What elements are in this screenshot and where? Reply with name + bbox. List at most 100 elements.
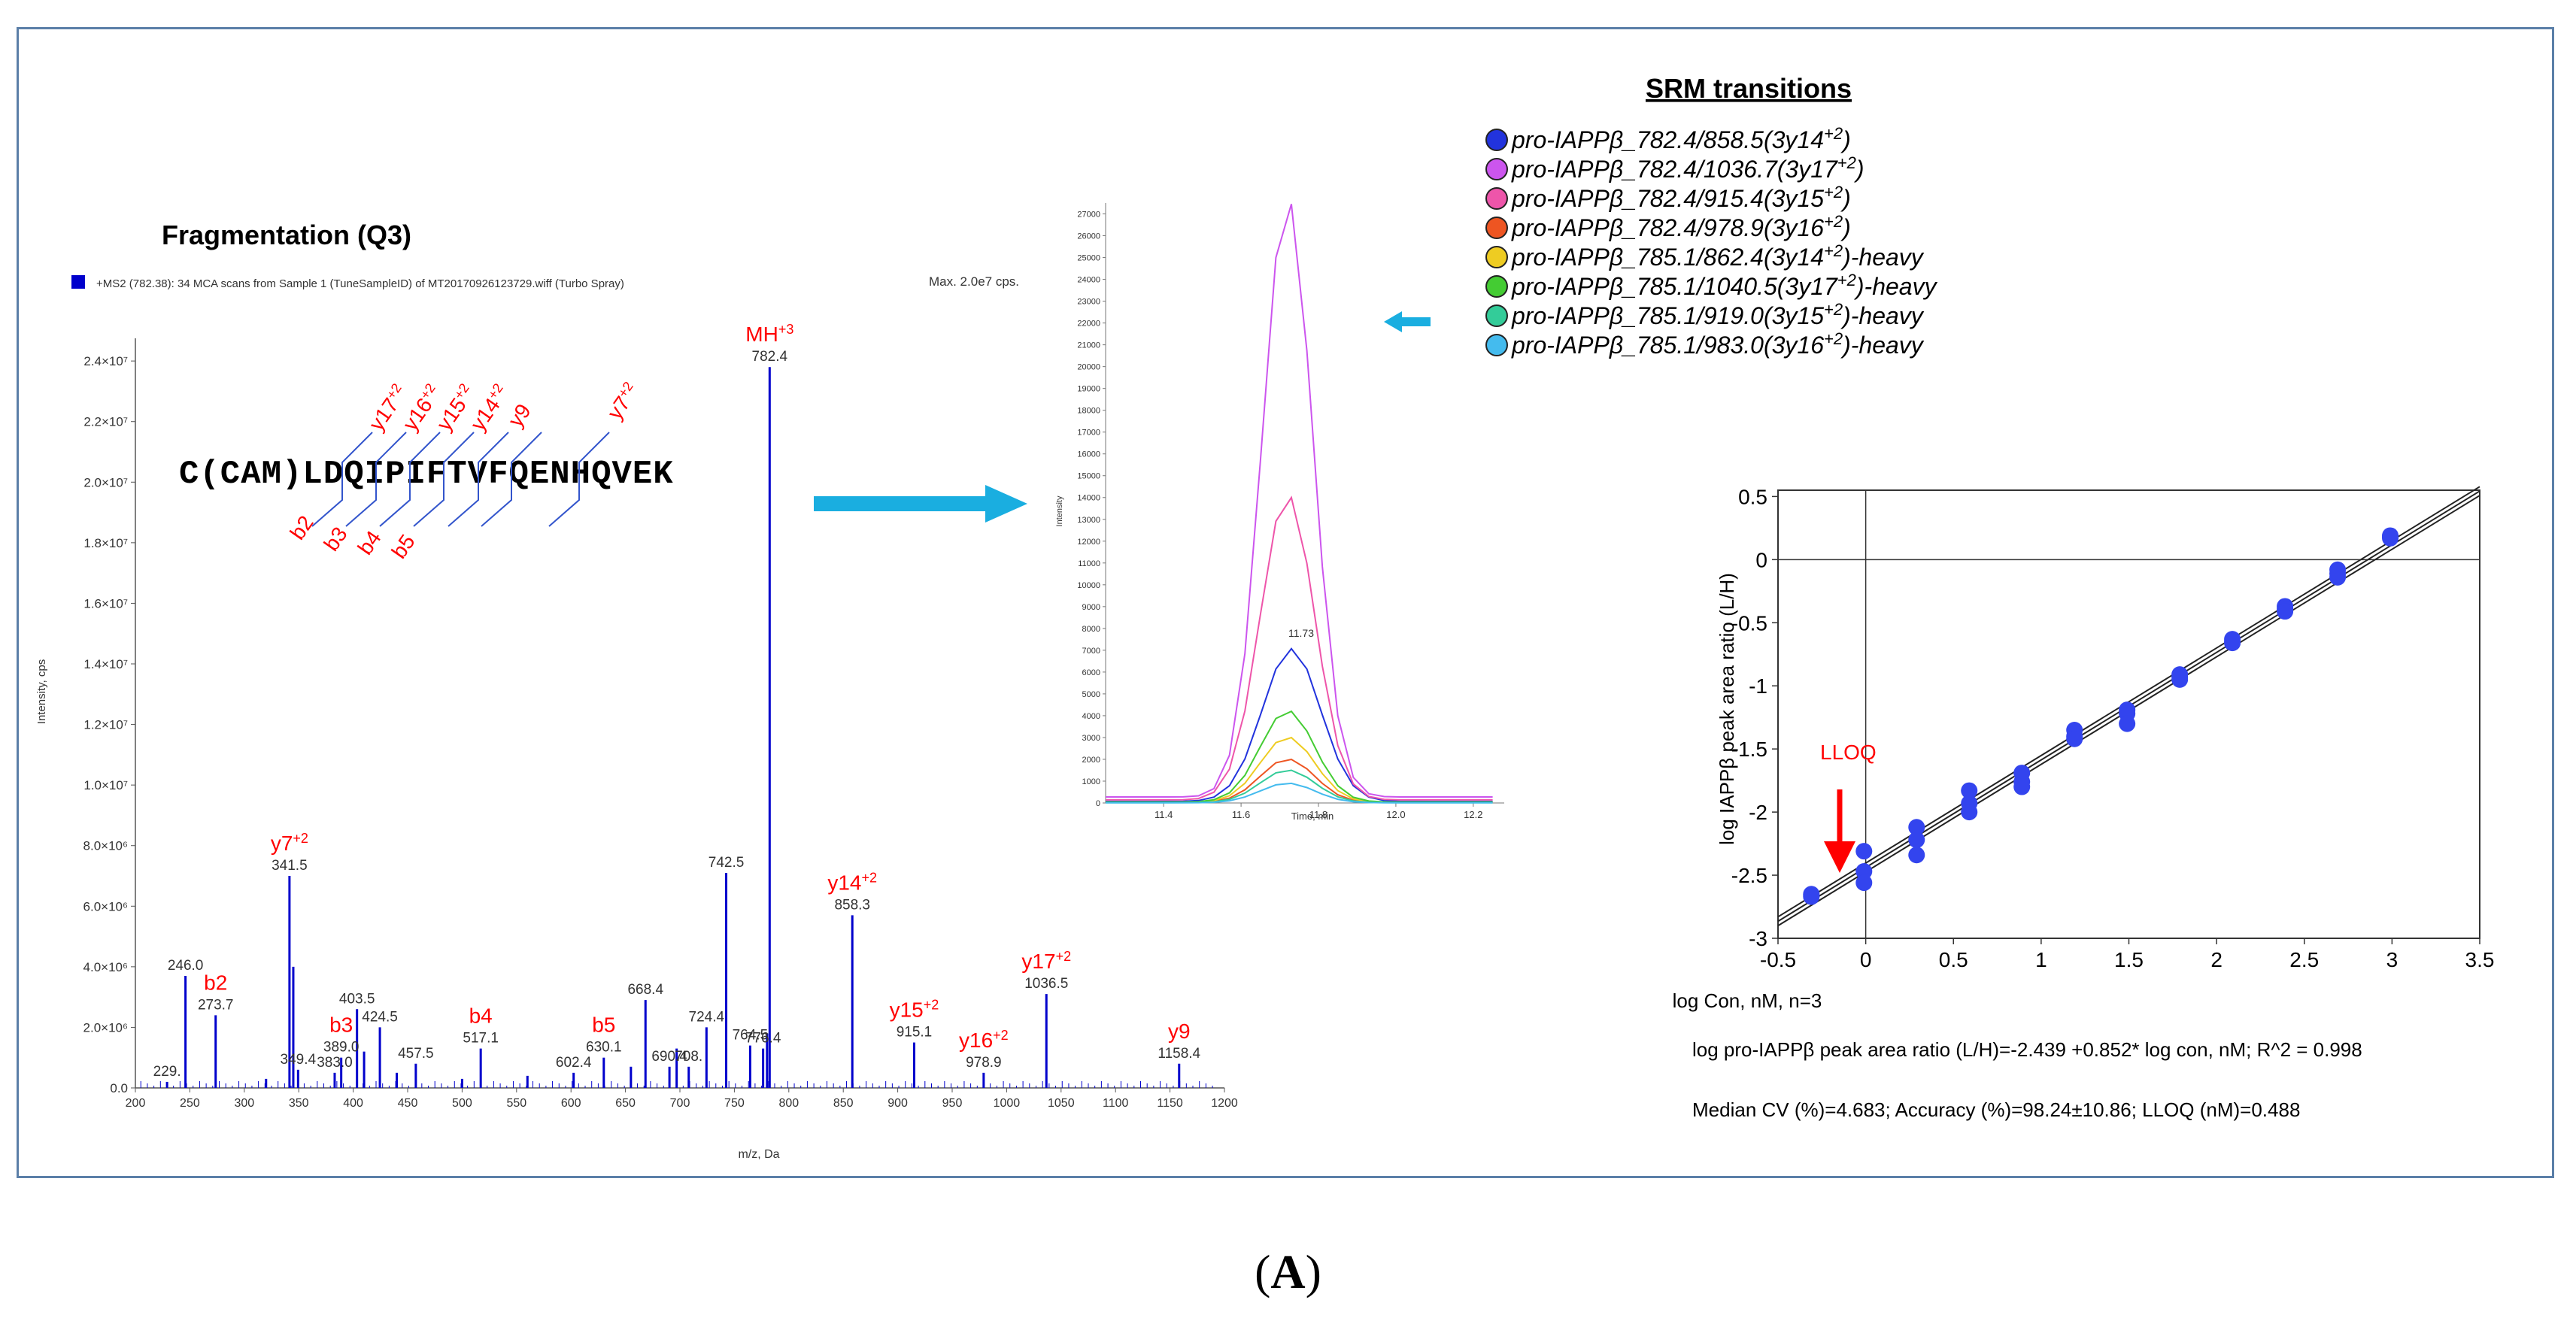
spectrum-legend-swatch bbox=[71, 275, 85, 289]
calibration-x-tick-label: 2.5 bbox=[2289, 948, 2319, 971]
chromatogram-y-tick-label: 21000 bbox=[1077, 341, 1100, 350]
peptide-sequence: C(CAM)LDQIPIFTVFQENHQVEK bbox=[179, 456, 674, 493]
calibration-x-tick-label: 0 bbox=[1860, 948, 1872, 971]
caption-letter: A bbox=[1270, 1245, 1306, 1298]
calibration-x-tick-label: 3 bbox=[2386, 948, 2399, 971]
chromatogram-y-tick-label: 18000 bbox=[1077, 407, 1100, 416]
spectrum-peak-mz-label: 1036.5 bbox=[1024, 976, 1068, 992]
chromatogram-y-tick-label: 1000 bbox=[1082, 777, 1100, 786]
peptide-fragment-map: C(CAM)LDQIPIFTVFQENHQVEK y17+2y16+2y15+2… bbox=[179, 379, 674, 562]
legend-swatch-icon bbox=[1485, 304, 1508, 327]
spectrum-x-tick-label: 500 bbox=[452, 1097, 472, 1110]
spectrum-peak-mz-label: 229. bbox=[153, 1064, 181, 1080]
spectrum-peaks bbox=[140, 367, 1213, 1088]
chromatogram-x-tick-label: 11.4 bbox=[1154, 809, 1173, 820]
calibration-point bbox=[1855, 863, 1873, 880]
spectrum-x-tick-label: 750 bbox=[724, 1097, 745, 1110]
legend-item-label: pro-IAPPβ_785.1/862.4(3y14+2)-heavy bbox=[1511, 241, 1925, 271]
fragment-cleavage-line bbox=[345, 432, 407, 527]
calibration-stats: Median CV (%)=4.683; Accuracy (%)=98.24±… bbox=[1692, 1098, 2300, 1121]
calibration-point bbox=[1803, 888, 1820, 905]
spectrum-x-tick-label: 650 bbox=[615, 1097, 636, 1110]
spectrum-y-tick-label: 1.0×10⁷ bbox=[83, 778, 128, 792]
chromatogram-y-tick-label: 7000 bbox=[1082, 647, 1100, 656]
calibration-x-tick-label: 3.5 bbox=[2465, 948, 2495, 971]
calibration-point bbox=[1855, 874, 1873, 892]
figure-frame bbox=[17, 27, 2554, 1178]
chromatogram-y-tick-label: 4000 bbox=[1082, 712, 1100, 721]
chromatogram-trace bbox=[1106, 204, 1493, 798]
sequence-y-ion-label: y14+2 bbox=[466, 380, 514, 435]
calibration-y-tick-label: -2.5 bbox=[1731, 864, 1767, 887]
spectrum-peak-mz-label: 273.7 bbox=[198, 997, 234, 1013]
spectrum-y-tick-label: 4.0×10⁶ bbox=[83, 960, 128, 974]
spectrum-x-tick-label: 1200 bbox=[1211, 1097, 1238, 1110]
chromatogram-y-tick-label: 10000 bbox=[1077, 581, 1100, 590]
spectrum-x-tick-label: 900 bbox=[887, 1097, 908, 1110]
chromatogram-y-tick-label: 15000 bbox=[1077, 472, 1100, 481]
chromatogram-trace bbox=[1106, 758, 1493, 804]
fragment-cleavage-line bbox=[448, 432, 509, 527]
chromatogram-y-tick-label: 19000 bbox=[1077, 385, 1100, 394]
spectrum-peak-mz-label: 349.4 bbox=[281, 1052, 317, 1068]
chromatogram-trace bbox=[1106, 769, 1493, 804]
chromatogram-y-tick-label: 22000 bbox=[1077, 320, 1100, 329]
spectrum-peak-mz-label: 389.0 bbox=[323, 1040, 360, 1056]
chromatogram-y-tick-label: 17000 bbox=[1077, 429, 1100, 438]
chromatogram-y-tick-label: 27000 bbox=[1077, 211, 1100, 220]
spectrum-peak-mz-label: 764.5 bbox=[733, 1028, 769, 1044]
calibration-y-ticks: 0.5 0 -0.5 -1 -1.5 -2 -2.5 -3 bbox=[1731, 485, 1778, 950]
calibration-point bbox=[1855, 843, 1873, 860]
spectrum-y-ticks: 0.0 2.0×10⁶ 4.0×10⁶ 6.0×10⁶ 8.0×10⁶ 1.0×10⁷ 1.… bbox=[83, 354, 135, 1095]
spectrum-ion-label: y15+2 bbox=[890, 998, 939, 1022]
spectrum-peak-mz-label: 668.4 bbox=[627, 982, 663, 998]
spectrum-y-tick-label: 0.0 bbox=[110, 1081, 128, 1095]
chromatogram-y-ticks: 0 1000 2000 3000 4000 5000 6000 7000 8000 9000 100… bbox=[1077, 211, 1106, 808]
spectrum-y-tick-label: 1.8×10⁷ bbox=[83, 536, 128, 550]
spectrum-peak-mz-label: 630.1 bbox=[586, 1040, 622, 1056]
spectrum-y-tick-label: 8.0×10⁶ bbox=[83, 839, 128, 853]
calibration-point bbox=[2329, 568, 2347, 586]
calibration-x-tick-label: 2 bbox=[2210, 948, 2223, 971]
calibration-point bbox=[2277, 603, 2294, 620]
spectrum-x-tick-label: 550 bbox=[506, 1097, 526, 1110]
calibration-x-tick-label: 0.5 bbox=[1939, 948, 1968, 971]
chromatogram-x-tick-label: 12.2 bbox=[1464, 809, 1482, 820]
spectrum-y-tick-label: 1.4×10⁷ bbox=[83, 657, 128, 671]
spectrum-y-tick-label: 6.0×10⁶ bbox=[83, 899, 128, 913]
chromatogram-apex-label: 11.73 bbox=[1288, 627, 1314, 639]
calibration-y-tick-label: -1 bbox=[1749, 674, 1767, 698]
fragment-cleavage-line bbox=[311, 432, 373, 527]
spectrum-x-tick-label: 1000 bbox=[994, 1097, 1021, 1110]
spectrum-x-tick-label: 700 bbox=[670, 1097, 690, 1110]
spectrum-xlabel: m/z, Da bbox=[738, 1148, 779, 1161]
legend-swatch-icon bbox=[1485, 334, 1508, 356]
calibration-point bbox=[1961, 804, 1978, 821]
calibration-x-tick-label: 1 bbox=[2035, 948, 2047, 971]
chromatogram-y-tick-label: 23000 bbox=[1077, 298, 1100, 307]
spectrum-peak-mz-label: 858.3 bbox=[834, 897, 870, 913]
chromatogram-y-tick-label: 12000 bbox=[1077, 538, 1100, 547]
spectrum-peak-mz-label: 742.5 bbox=[708, 855, 745, 871]
chromatogram-x-tick-label: 11.8 bbox=[1309, 809, 1327, 820]
calibration-point bbox=[1908, 832, 1925, 849]
legend-swatch-icon bbox=[1485, 246, 1508, 268]
spectrum-y-tick-label: 1.2×10⁷ bbox=[83, 718, 128, 732]
spectrum-peak-labels: 229. 246.0 273.7 b2 341.5 y7+2 349.4 383.0389.0… bbox=[153, 322, 1201, 1080]
spectrum-ion-label: b2 bbox=[204, 971, 227, 994]
calibration-panel: 0.5 0 -0.5 -1 -1.5 -2 -2.5 -3 -0.5 0 0.5 1 1.5 2 2.5 3… bbox=[1673, 485, 2495, 1121]
legend-item-label: pro-IAPPβ_782.4/978.9(3y16+2) bbox=[1511, 212, 1851, 242]
calibration-y-tick-label: -3 bbox=[1749, 927, 1767, 950]
sequence-b-ion-label: b4 bbox=[353, 526, 386, 559]
chromatogram-y-tick-label: 26000 bbox=[1077, 232, 1100, 241]
spectrum-ion-label: b3 bbox=[329, 1013, 353, 1037]
chromatogram-x-tick-label: 12.0 bbox=[1386, 809, 1405, 820]
spectrum-x-ticks: 200 250 300 350 400 450 500 550 600 650 700 750 800 8… bbox=[126, 1088, 1238, 1110]
sequence-y-ion-label: y9 bbox=[504, 399, 536, 431]
spectrum-ylabel: Intensity, cps bbox=[35, 659, 48, 724]
chromatogram-ylabel: Intensity bbox=[1055, 495, 1064, 526]
spectrum-peak-mz-label: 517.1 bbox=[463, 1031, 499, 1047]
legend-swatch-icon bbox=[1485, 158, 1508, 180]
chromatogram-y-tick-label: 6000 bbox=[1082, 668, 1100, 677]
